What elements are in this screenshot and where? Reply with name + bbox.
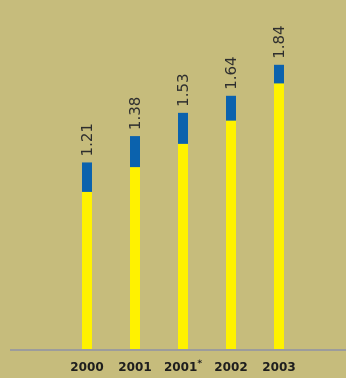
bar-total-label-2: 1.53 — [174, 73, 192, 106]
x-tick-label-0: 2000 — [70, 360, 103, 374]
bar-top-segment-3 — [226, 95, 236, 121]
bars-group — [82, 64, 284, 351]
bar-top-segment-4 — [274, 64, 284, 84]
x-tick-label-4: 2003 — [262, 360, 295, 374]
bar-total-label-3: 1.64 — [222, 56, 240, 89]
bar-total-label-0: 1.21 — [78, 123, 96, 156]
bar-top-segment-2 — [178, 112, 188, 144]
x-tick-label-3: 2002 — [214, 360, 247, 374]
bar-top-segment-1 — [130, 136, 140, 168]
bar-bottom-segment-4 — [274, 83, 284, 351]
bar-bottom-segment-0 — [82, 191, 92, 350]
x-tick-label-2: 2001* — [164, 359, 202, 374]
bar-total-label-1: 1.38 — [126, 97, 144, 130]
bar-total-label-4: 1.84 — [270, 25, 288, 58]
bar-bottom-segment-2 — [178, 143, 188, 350]
total-labels-group: 1.21 1.38 1.53 1.64 1.84 — [78, 25, 288, 156]
bar-bottom-segment-3 — [226, 120, 236, 350]
x-tick-labels-group: 2000 2001 2001* 2002 2003 — [70, 359, 295, 374]
bar-bottom-segment-1 — [130, 167, 140, 350]
bar-top-segment-0 — [82, 162, 92, 192]
x-tick-label-1: 2001 — [118, 360, 151, 374]
